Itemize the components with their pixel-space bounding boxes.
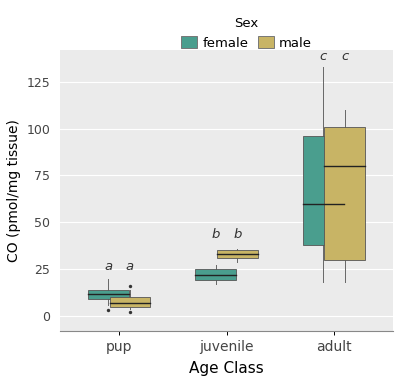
Point (105, 308, 112, 314)
Text: a: a (126, 260, 134, 273)
Text: c: c (341, 50, 348, 63)
Legend: female, male: female, male (179, 14, 314, 52)
FancyBboxPatch shape (324, 127, 365, 260)
X-axis label: Age Class: Age Class (189, 361, 264, 376)
FancyBboxPatch shape (88, 290, 129, 299)
Text: b: b (212, 228, 220, 241)
Text: b: b (233, 228, 242, 241)
Point (127, 283, 133, 289)
FancyBboxPatch shape (303, 136, 344, 245)
Y-axis label: CO (pmol/mg tissue): CO (pmol/mg tissue) (7, 119, 21, 262)
Point (127, 309, 133, 315)
FancyBboxPatch shape (110, 297, 150, 307)
Text: c: c (320, 50, 327, 63)
Text: a: a (104, 260, 112, 273)
FancyBboxPatch shape (196, 269, 236, 280)
FancyBboxPatch shape (217, 250, 258, 258)
